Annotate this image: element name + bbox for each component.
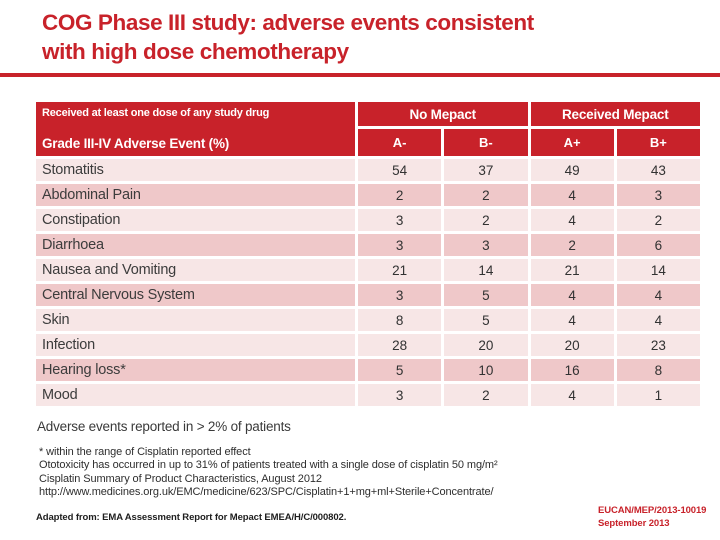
row-label: Central Nervous System xyxy=(36,284,355,306)
row-value: 21 xyxy=(530,259,614,281)
row-value: 3 xyxy=(444,234,528,256)
row-value: 4 xyxy=(530,309,614,331)
table-body: Stomatitis 54 37 49 43 Abdominal Pain 2 2 4 3 Cons… xyxy=(36,159,700,406)
row-value: 3 xyxy=(358,234,442,256)
row-value: 14 xyxy=(616,259,700,281)
table-row: Constipation 3 2 4 2 xyxy=(36,209,700,231)
row-value: 6 xyxy=(616,234,700,256)
row-label: Stomatitis xyxy=(36,159,355,181)
table-row: Skin 8 5 4 4 xyxy=(36,309,700,331)
row-value: 5 xyxy=(444,309,528,331)
reference-code: EUCAN/MEP/2013-10019 xyxy=(598,505,707,516)
table-row: Stomatitis 54 37 49 43 xyxy=(36,159,700,181)
row-value: 16 xyxy=(530,359,614,381)
row-value: 43 xyxy=(616,159,700,181)
table-row: Nausea and Vomiting 21 14 21 14 xyxy=(36,259,700,281)
row-label: Hearing loss* xyxy=(36,359,355,381)
row-value: 4 xyxy=(530,284,614,306)
row-label: Diarrhoea xyxy=(36,234,355,256)
footnote-url: http://www.medicines.org.uk/EMC/medicine… xyxy=(39,486,494,499)
row-label: Infection xyxy=(36,334,355,356)
adapted-from-note: Adapted from: EMA Assessment Report for … xyxy=(36,512,347,523)
row-value: 5 xyxy=(444,284,528,306)
column-header-a-minus: A- xyxy=(358,129,442,156)
table-row: Abdominal Pain 2 2 4 3 xyxy=(36,184,700,206)
row-value: 4 xyxy=(530,184,614,206)
row-value: 20 xyxy=(530,334,614,356)
page-title-line1: COG Phase III study: adverse events cons… xyxy=(42,10,534,35)
footnote-line: Cisplatin Summary of Product Characteris… xyxy=(39,472,322,485)
row-value: 2 xyxy=(616,209,700,231)
row-value: 8 xyxy=(358,309,442,331)
row-value: 5 xyxy=(358,359,442,381)
column-header-a-plus: A+ xyxy=(530,129,614,156)
row-label: Skin xyxy=(36,309,355,331)
row-value: 2 xyxy=(444,209,528,231)
reference-code-block: EUCAN/MEP/2013-10019 September 2013 xyxy=(598,505,706,530)
row-value: 23 xyxy=(616,334,700,356)
table-header-left-cell: Received at least one dose of any study … xyxy=(36,102,355,156)
adverse-events-table: Received at least one dose of any study … xyxy=(36,102,700,409)
table-row: Diarrhoea 3 3 2 6 xyxy=(36,234,700,256)
row-label: Mood xyxy=(36,384,355,406)
row-value: 1 xyxy=(616,384,700,406)
page-title: COG Phase III study: adverse events cons… xyxy=(42,8,682,66)
row-value: 3 xyxy=(358,284,442,306)
table-row: Infection 28 20 20 23 xyxy=(36,334,700,356)
table-row: Central Nervous System 3 5 4 4 xyxy=(36,284,700,306)
table-row: Mood 3 2 4 1 xyxy=(36,384,700,406)
row-value: 8 xyxy=(616,359,700,381)
row-value: 2 xyxy=(444,184,528,206)
row-value: 4 xyxy=(530,384,614,406)
row-value: 4 xyxy=(616,284,700,306)
reference-date: September 2013 xyxy=(598,517,670,529)
row-value: 2 xyxy=(530,234,614,256)
row-value: 3 xyxy=(358,384,442,406)
column-header-b-minus: B- xyxy=(444,129,528,156)
title-divider-rule xyxy=(0,73,720,77)
footnote-line: Ototoxicity has occurred in up to 31% of… xyxy=(39,459,498,472)
row-value: 10 xyxy=(444,359,528,381)
header-grade-label: Grade III-IV Adverse Event (%) xyxy=(42,136,230,151)
row-label: Nausea and Vomiting xyxy=(36,259,355,281)
column-header-b-plus: B+ xyxy=(616,129,700,156)
row-value: 4 xyxy=(616,309,700,331)
row-value: 3 xyxy=(358,209,442,231)
note-reported: Adverse events reported in > 2% of patie… xyxy=(37,419,291,434)
row-value: 3 xyxy=(616,184,700,206)
row-value: 21 xyxy=(358,259,442,281)
row-value: 4 xyxy=(530,209,614,231)
row-value: 2 xyxy=(444,384,528,406)
row-value: 54 xyxy=(358,159,442,181)
row-value: 49 xyxy=(530,159,614,181)
row-value: 14 xyxy=(444,259,528,281)
row-label: Constipation xyxy=(36,209,355,231)
header-group-received-mepact: Received Mepact xyxy=(530,102,700,126)
page-title-line2: with high dose chemotherapy xyxy=(42,39,349,64)
table-row: Hearing loss* 5 10 16 8 xyxy=(36,359,700,381)
footnote-block: * within the range of Cisplatin reported… xyxy=(39,446,498,500)
table-header: Received at least one dose of any study … xyxy=(36,102,700,156)
row-value: 28 xyxy=(358,334,442,356)
row-label: Abdominal Pain xyxy=(36,184,355,206)
footnote-line: * within the range of Cisplatin reported… xyxy=(39,446,251,458)
header-dose-note: Received at least one dose of any study … xyxy=(42,107,270,119)
row-value: 37 xyxy=(444,159,528,181)
header-group-no-mepact: No Mepact xyxy=(358,102,528,126)
row-value: 20 xyxy=(444,334,528,356)
row-value: 2 xyxy=(358,184,442,206)
